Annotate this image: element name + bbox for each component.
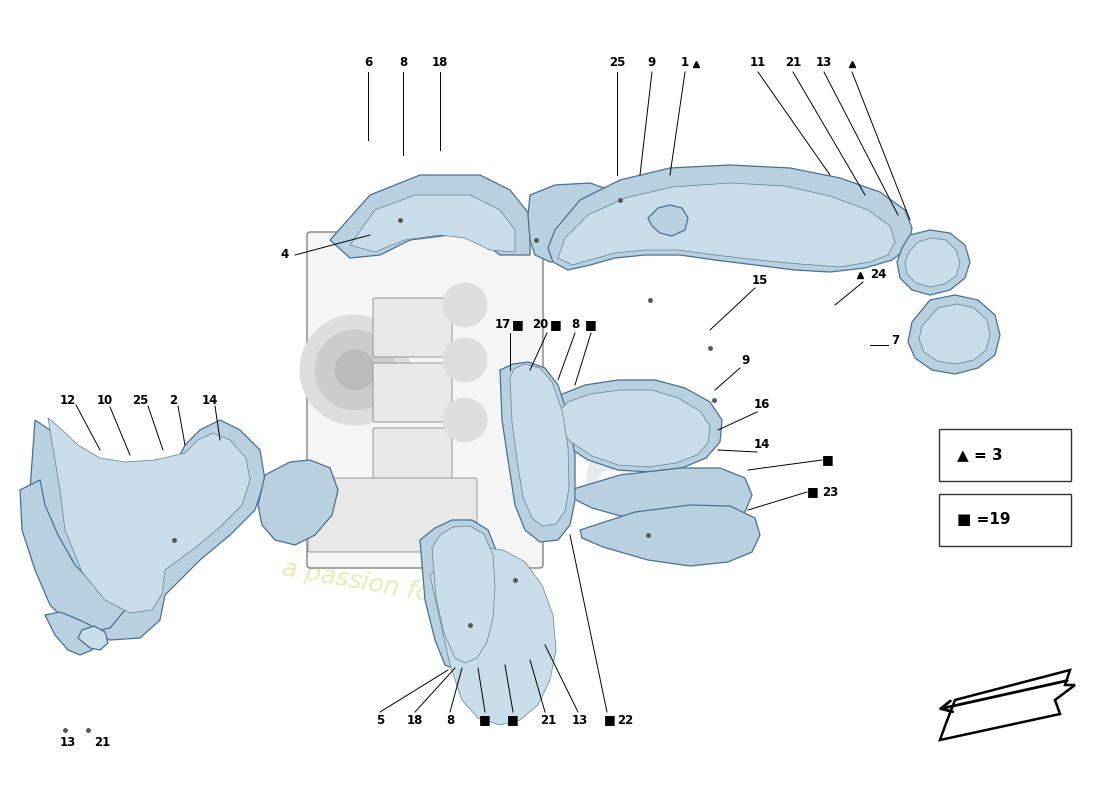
- Polygon shape: [556, 390, 710, 467]
- Text: 24: 24: [870, 269, 887, 282]
- Polygon shape: [330, 175, 530, 258]
- Text: 15: 15: [751, 274, 768, 286]
- Polygon shape: [558, 183, 895, 267]
- Polygon shape: [48, 418, 250, 613]
- Text: 22: 22: [617, 714, 634, 726]
- Circle shape: [300, 315, 410, 425]
- Text: ■: ■: [550, 318, 562, 331]
- Circle shape: [443, 283, 487, 327]
- Polygon shape: [78, 626, 108, 650]
- Text: a passion for quality: a passion for quality: [280, 556, 535, 624]
- Polygon shape: [548, 165, 912, 272]
- Polygon shape: [648, 205, 688, 236]
- Text: euroParts: euroParts: [320, 447, 685, 513]
- Text: ■: ■: [807, 486, 818, 498]
- Polygon shape: [905, 238, 960, 287]
- Text: 8: 8: [446, 714, 454, 726]
- Polygon shape: [896, 230, 970, 295]
- Text: 13: 13: [59, 735, 76, 749]
- Text: 21: 21: [540, 714, 557, 726]
- Text: 14: 14: [201, 394, 218, 406]
- Text: ■: ■: [822, 454, 834, 466]
- Text: 2: 2: [169, 394, 177, 406]
- Text: 11: 11: [750, 55, 766, 69]
- Text: 18: 18: [432, 55, 448, 69]
- Text: 7: 7: [891, 334, 899, 346]
- Text: 18: 18: [407, 714, 424, 726]
- Circle shape: [336, 350, 375, 390]
- Polygon shape: [446, 558, 544, 700]
- Text: 23: 23: [822, 486, 838, 498]
- Polygon shape: [430, 547, 556, 725]
- FancyBboxPatch shape: [939, 494, 1071, 546]
- Polygon shape: [500, 362, 575, 542]
- Polygon shape: [570, 468, 752, 526]
- Polygon shape: [940, 670, 1075, 740]
- Circle shape: [443, 398, 487, 442]
- Text: ■: ■: [513, 318, 524, 331]
- Polygon shape: [528, 183, 620, 262]
- Text: 9: 9: [741, 354, 749, 366]
- Text: 16: 16: [754, 398, 770, 411]
- Text: 25: 25: [132, 394, 148, 406]
- Text: 20: 20: [532, 318, 548, 331]
- Text: 13: 13: [816, 55, 832, 69]
- Circle shape: [443, 338, 487, 382]
- Text: 6: 6: [364, 55, 372, 69]
- Polygon shape: [432, 526, 495, 663]
- Text: ■: ■: [480, 714, 491, 726]
- FancyBboxPatch shape: [373, 298, 452, 357]
- Polygon shape: [258, 460, 338, 545]
- Text: 21: 21: [94, 735, 110, 749]
- Polygon shape: [30, 420, 265, 640]
- Text: 12: 12: [59, 394, 76, 406]
- Text: 1: 1: [681, 55, 689, 69]
- Text: 17: 17: [495, 318, 512, 331]
- FancyBboxPatch shape: [373, 428, 452, 487]
- Polygon shape: [20, 480, 125, 632]
- Text: ■: ■: [604, 714, 616, 726]
- Polygon shape: [420, 520, 500, 672]
- Polygon shape: [350, 195, 515, 252]
- Text: ■: ■: [507, 714, 519, 726]
- Text: 4: 4: [280, 249, 289, 262]
- Text: 10: 10: [97, 394, 113, 406]
- Polygon shape: [45, 612, 98, 655]
- Text: ■: ■: [585, 318, 597, 331]
- Circle shape: [315, 330, 395, 410]
- Text: 25: 25: [608, 55, 625, 69]
- Text: 9: 9: [648, 55, 656, 69]
- Polygon shape: [580, 505, 760, 566]
- Text: ▲ = 3: ▲ = 3: [957, 447, 1002, 462]
- Text: 8: 8: [399, 55, 407, 69]
- Text: 14: 14: [754, 438, 770, 451]
- Polygon shape: [908, 295, 1000, 374]
- Text: 21: 21: [785, 55, 801, 69]
- FancyBboxPatch shape: [373, 363, 452, 422]
- Polygon shape: [918, 304, 990, 364]
- Text: 5: 5: [376, 714, 384, 726]
- Polygon shape: [510, 364, 569, 526]
- FancyBboxPatch shape: [308, 478, 477, 552]
- FancyBboxPatch shape: [939, 429, 1071, 481]
- Text: ■ =19: ■ =19: [957, 513, 1011, 527]
- Polygon shape: [544, 380, 722, 472]
- FancyBboxPatch shape: [307, 232, 543, 568]
- Text: 8: 8: [571, 318, 579, 331]
- Text: 13: 13: [572, 714, 588, 726]
